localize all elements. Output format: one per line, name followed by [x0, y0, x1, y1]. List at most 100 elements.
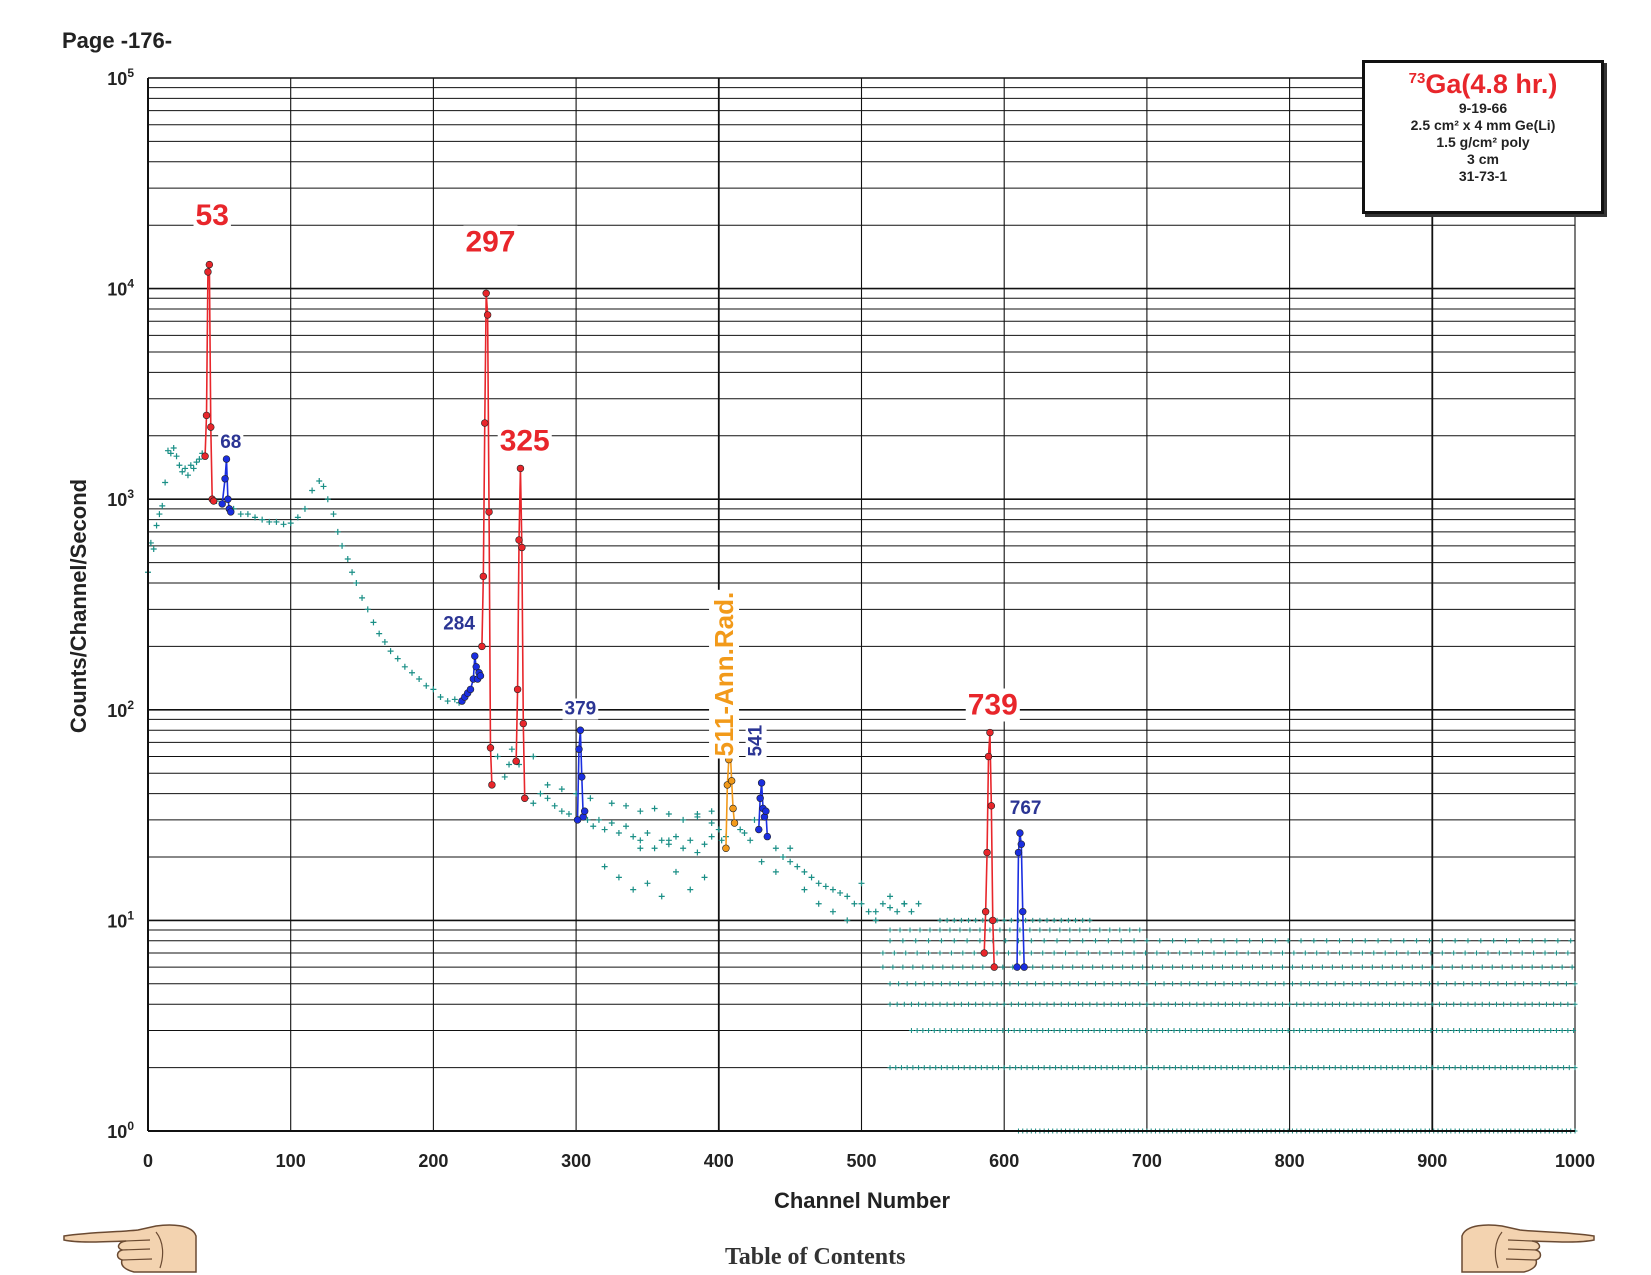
spectrum-point: [1255, 981, 1261, 987]
spectrum-point: [1444, 981, 1450, 987]
spectrum-point: [1378, 1065, 1384, 1071]
x-tick-label: 900: [1417, 1151, 1447, 1171]
peak-point: [755, 825, 763, 834]
spectrum-point: [1301, 1001, 1307, 1007]
spectrum-point: [1565, 950, 1571, 956]
spectrum-point: [1221, 938, 1227, 944]
spectrum-point: [880, 950, 886, 956]
spectrum-point: [1294, 1001, 1300, 1007]
spectrum-point: [1332, 981, 1338, 987]
table-of-contents-link[interactable]: Table of Contents: [725, 1244, 906, 1270]
spectrum-point: [1531, 950, 1537, 956]
spectrum-point: [1285, 938, 1291, 944]
hand-pointing-left-icon[interactable]: [60, 1222, 200, 1274]
spectrum-point: [1024, 1065, 1030, 1071]
spectrum-point: [1087, 1001, 1093, 1007]
spectrum-point: [1551, 1001, 1557, 1007]
spectrum-point: [339, 542, 346, 549]
spectrum-point: [1201, 1065, 1207, 1071]
spectrum-point: [1180, 964, 1186, 970]
spectrum-point: [1114, 1028, 1120, 1034]
spectrum-point: [1392, 981, 1398, 987]
spectrum-point: [1044, 1001, 1050, 1007]
spectrum-point: [1451, 1001, 1457, 1007]
spectrum-point: [1401, 938, 1407, 944]
spectrum-point: [565, 811, 572, 818]
x-tick-label: 700: [1132, 1151, 1162, 1171]
peak-point: [580, 807, 589, 815]
spectrum-point: [376, 630, 383, 637]
spectrum-point: [1188, 950, 1194, 956]
spectrum-point: [1001, 1065, 1007, 1071]
spectrum-point: [1230, 1001, 1236, 1007]
spectrum-point: [1414, 938, 1420, 944]
spectrum-point: [1291, 950, 1297, 956]
spectrum-point: [1279, 950, 1285, 956]
spectrum-point: [1200, 950, 1206, 956]
spectrum-point: [1037, 1001, 1043, 1007]
spectrum-point: [1148, 1028, 1154, 1034]
peak-label-background: [463, 225, 518, 259]
spectrum-point: [615, 830, 622, 837]
spectrum-point: [984, 1065, 990, 1071]
spectrum-point: [1194, 1001, 1200, 1007]
spectrum-point: [1140, 964, 1146, 970]
spectrum-point: [1087, 1065, 1093, 1071]
spectrum-point: [894, 1001, 900, 1007]
spectrum-point: [1451, 950, 1457, 956]
peak-point: [990, 963, 998, 971]
peak-point: [486, 744, 495, 752]
peak-label-background: [1007, 798, 1044, 820]
spectrum-point: [1489, 964, 1495, 970]
spectrum-point: [997, 927, 1003, 933]
spectrum-point: [1115, 1001, 1121, 1007]
spectrum-point: [937, 950, 943, 956]
peak-label: 767: [1010, 798, 1042, 819]
spectrum-point: [970, 964, 976, 970]
x-tick-label: 300: [561, 1151, 591, 1171]
spectrum-point: [1051, 917, 1057, 923]
spectrum-point: [1023, 1028, 1029, 1034]
peak-point: [762, 807, 770, 815]
spectrum-point: [694, 849, 701, 856]
spectrum-point: [1120, 1028, 1126, 1034]
spectrum-point: [1258, 1065, 1264, 1071]
spectrum-point: [1401, 1065, 1407, 1071]
spectrum-point: [1165, 1028, 1171, 1034]
spectrum-point: [1201, 1001, 1207, 1007]
spectrum-point: [920, 1028, 926, 1034]
spectrum-point: [1007, 927, 1013, 933]
spectrum-point: [1180, 1001, 1186, 1007]
spectrum-point: [1207, 1065, 1213, 1071]
spectrum-point: [153, 522, 160, 529]
spectrum-point: [708, 808, 715, 815]
spectrum-point: [1452, 938, 1458, 944]
spectrum-point: [904, 1065, 910, 1071]
spectrum-point: [1379, 964, 1385, 970]
hand-pointing-right-icon[interactable]: [1458, 1222, 1598, 1274]
spectrum-point: [966, 1028, 972, 1034]
spectrum-point: [1491, 938, 1497, 944]
spectrum-point: [1422, 1028, 1428, 1034]
spectrum-point: [1005, 1028, 1011, 1034]
spectrum-point: [1418, 1065, 1424, 1071]
spectrum-point: [630, 833, 637, 840]
spectrum-point: [1304, 1065, 1310, 1071]
spectrum-point: [1308, 1001, 1314, 1007]
spectrum-point: [1080, 964, 1086, 970]
spectrum-point: [156, 511, 163, 518]
spectrum-point: [1154, 1028, 1160, 1034]
spectrum-point: [1546, 981, 1552, 987]
spectrum-point: [1337, 938, 1343, 944]
spectrum-point: [1208, 938, 1214, 944]
spectrum-point: [1449, 964, 1455, 970]
spectrum-point: [1224, 1065, 1230, 1071]
spectrum-point: [1441, 1065, 1447, 1071]
spectrum-point: [1372, 1065, 1378, 1071]
spectrum-point: [1120, 950, 1126, 956]
peak-point: [221, 475, 229, 483]
spectrum-point: [708, 833, 715, 840]
peak-point: [763, 832, 772, 841]
spectrum-point: [1077, 927, 1083, 933]
spectrum-point: [1558, 1001, 1564, 1007]
